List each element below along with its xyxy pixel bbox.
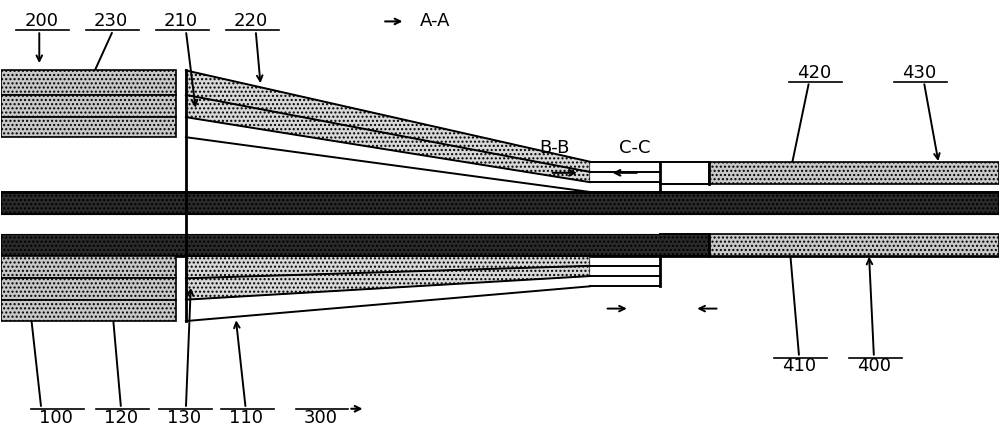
Bar bbox=[1, 214, 999, 234]
Text: 130: 130 bbox=[167, 409, 201, 426]
Bar bbox=[1, 234, 999, 256]
Polygon shape bbox=[186, 266, 590, 300]
Text: 420: 420 bbox=[797, 64, 831, 82]
Text: 220: 220 bbox=[234, 13, 268, 30]
Polygon shape bbox=[186, 256, 590, 278]
Polygon shape bbox=[186, 95, 590, 182]
Text: 410: 410 bbox=[782, 358, 816, 375]
Text: 230: 230 bbox=[94, 13, 128, 30]
Text: 300: 300 bbox=[304, 409, 338, 426]
Bar bbox=[1, 278, 176, 300]
Bar bbox=[1, 117, 176, 137]
Text: 120: 120 bbox=[104, 409, 138, 426]
Bar bbox=[1, 256, 176, 278]
Text: 430: 430 bbox=[902, 64, 936, 82]
Text: B-B: B-B bbox=[540, 139, 570, 157]
Bar bbox=[709, 234, 999, 256]
Text: 110: 110 bbox=[229, 409, 263, 426]
Text: C-C: C-C bbox=[619, 139, 650, 157]
Polygon shape bbox=[186, 70, 590, 172]
Bar bbox=[709, 162, 999, 184]
Text: A-A: A-A bbox=[420, 13, 450, 30]
Text: 200: 200 bbox=[24, 13, 58, 30]
Text: 400: 400 bbox=[857, 358, 891, 375]
Bar bbox=[1, 70, 176, 95]
Bar bbox=[1, 192, 999, 214]
Bar bbox=[1, 95, 176, 117]
Text: 100: 100 bbox=[39, 409, 73, 426]
Bar bbox=[1, 300, 176, 321]
Text: 210: 210 bbox=[164, 13, 198, 30]
